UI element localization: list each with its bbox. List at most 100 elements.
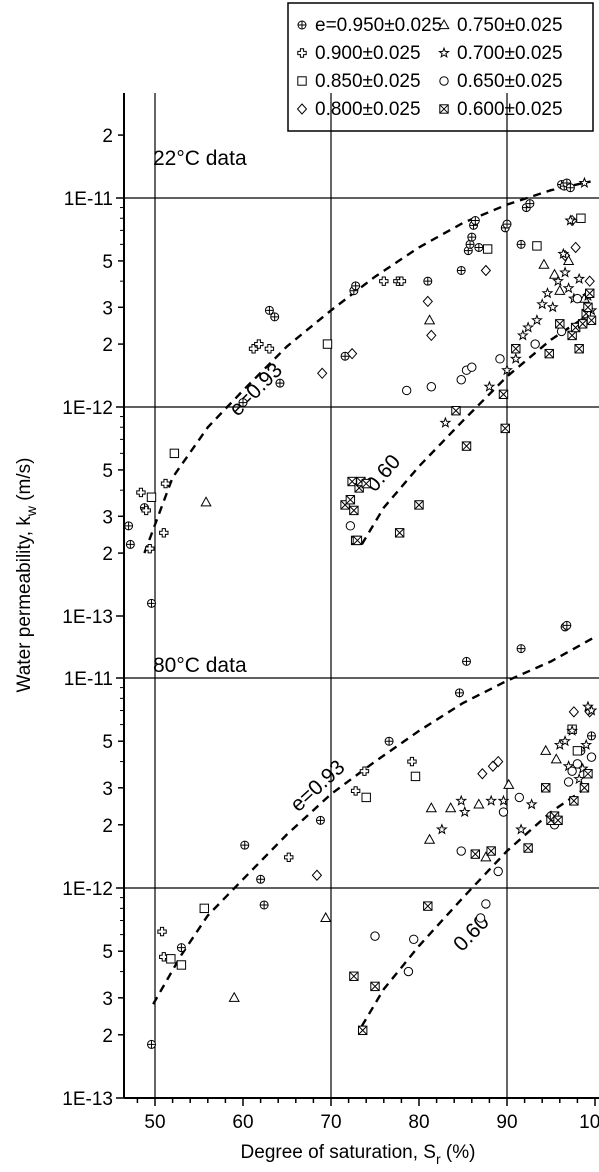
data-point-circle (493, 866, 503, 877)
x-tick-label: 80 (408, 1112, 429, 1133)
data-point-square (572, 746, 583, 756)
data-point-circle (586, 752, 597, 762)
data-point-diamond (480, 264, 492, 277)
data-point-triangle (554, 284, 566, 295)
data-point-diamond (311, 869, 323, 882)
panel-title: 22°C data (153, 147, 247, 170)
data-point-square-x (500, 423, 510, 434)
y-tick-label: 3 (102, 989, 113, 1010)
data-point-circle (409, 934, 419, 944)
data-point-square (322, 339, 333, 349)
data-point-circle (475, 913, 486, 923)
y-axis-label: Water permeability, kw (m/s) (14, 458, 39, 693)
data-point-circle-plus (125, 539, 135, 549)
y-tick-label: 1E-13 (62, 607, 113, 628)
x-tick-label: 70 (320, 1112, 341, 1133)
y-tick-label: 2 (102, 544, 113, 565)
data-point-square (482, 244, 493, 254)
data-point-square-x (574, 344, 584, 354)
data-point-square-x (414, 500, 424, 510)
data-point-square-x (357, 1025, 368, 1036)
data-point-star (522, 321, 535, 333)
data-point-square-x (361, 478, 371, 489)
x-axis: 50 60 70 80 90 100 (124, 1097, 599, 1133)
y-axis-label-main: Water permeability, k (14, 516, 35, 693)
data-point-star (525, 798, 538, 810)
data-point-star (483, 380, 496, 392)
data-point-square-x (370, 981, 380, 992)
data-point-circle-plus (467, 232, 477, 242)
data-point-cross (159, 528, 169, 538)
legend-label: 0.700±0.025 (457, 43, 563, 64)
data-point-triangle (540, 744, 552, 755)
data-point-circle-plus (562, 620, 572, 630)
y-tick-label: 1E-12 (62, 398, 113, 419)
data-point-star (439, 416, 452, 428)
x-tick-label: 50 (144, 1112, 165, 1133)
data-point-square-x (486, 846, 496, 856)
data-point-star (515, 823, 528, 835)
y-tick-label: 1E-12 (62, 879, 113, 900)
y-tick-label: 5 (102, 252, 113, 273)
data-point-circle-plus (456, 265, 466, 275)
legend-marker-star (438, 46, 450, 59)
data-point-star (578, 176, 591, 189)
data-point-circle-plus (124, 521, 134, 531)
data-point-square (169, 448, 180, 459)
legend: e=0.950±0.025 0.900±0.025 0.850±0.025 0.800… (287, 2, 594, 132)
data-point-circle (514, 792, 525, 803)
legend-marker-square-x (439, 104, 449, 114)
legend-marker-square (297, 76, 307, 86)
data-point-circle (426, 382, 437, 392)
data-point-star (557, 247, 570, 259)
data-point-circle-plus (146, 598, 156, 608)
data-point-circle-plus (238, 398, 248, 408)
fit-curve (152, 636, 594, 1005)
data-point-star (559, 734, 572, 747)
data-point-circle (567, 766, 577, 776)
y-axis-label-sub: w (23, 505, 39, 517)
data-point-cross (157, 926, 167, 937)
legend-marker-cross (297, 48, 307, 58)
legend-marker-diamond (296, 103, 308, 115)
data-point-triangle (538, 258, 550, 269)
data-point-star (573, 772, 586, 785)
data-point-cross (159, 952, 169, 962)
data-point-circle (370, 931, 380, 941)
data-point-star (564, 214, 577, 226)
data-point-star (455, 794, 468, 806)
data-point-star (501, 363, 513, 376)
data-point-circle (456, 846, 466, 856)
data-point-circle-plus (462, 656, 472, 666)
data-point-circle-plus (516, 239, 526, 249)
data-point-circle (495, 354, 505, 364)
y-tick-label: 3 (102, 779, 113, 800)
data-point-circle (456, 375, 466, 385)
data-point-star (536, 298, 549, 310)
y-tick-label: 2 (102, 816, 113, 837)
data-point-star (559, 266, 572, 278)
data-point-cross (136, 487, 146, 498)
data-point-circle (403, 966, 414, 977)
data-point-circle-plus (315, 815, 325, 825)
data-point-square-x (577, 319, 588, 329)
data-point-square-x (523, 843, 533, 853)
data-point-diamond (426, 329, 437, 342)
data-point-square-x (352, 535, 363, 546)
data-point-square (199, 903, 209, 914)
data-point-star (509, 352, 522, 364)
data-point-star (585, 704, 598, 716)
data-point-circle-plus (270, 312, 280, 322)
fit-curve (360, 312, 592, 546)
data-point-triangle (423, 314, 436, 325)
data-point-triangle (473, 798, 485, 809)
fit-curve (143, 180, 591, 554)
data-point-cross (379, 276, 389, 286)
data-point-triangle (503, 778, 515, 789)
data-point-cross (248, 344, 259, 354)
legend-label: 0.850±0.025 (315, 71, 421, 92)
data-point-star (530, 314, 543, 326)
y-tick-label: 1E-13 (62, 1089, 113, 1110)
